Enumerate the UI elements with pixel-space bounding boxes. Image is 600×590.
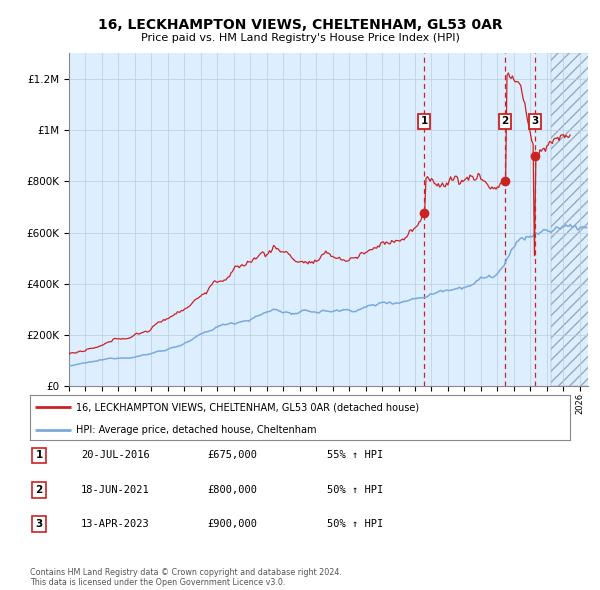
Text: 2: 2 bbox=[502, 116, 509, 126]
Text: 50% ↑ HPI: 50% ↑ HPI bbox=[327, 519, 383, 529]
Text: 16, LECKHAMPTON VIEWS, CHELTENHAM, GL53 0AR (detached house): 16, LECKHAMPTON VIEWS, CHELTENHAM, GL53 … bbox=[76, 402, 419, 412]
Text: 1: 1 bbox=[35, 451, 43, 460]
Text: 3: 3 bbox=[35, 519, 43, 529]
Text: 13-APR-2023: 13-APR-2023 bbox=[81, 519, 150, 529]
Bar bbox=[551, 53, 596, 386]
Text: 1: 1 bbox=[421, 116, 428, 126]
Text: 20-JUL-2016: 20-JUL-2016 bbox=[81, 451, 150, 460]
Text: 18-JUN-2021: 18-JUN-2021 bbox=[81, 485, 150, 494]
Text: 16, LECKHAMPTON VIEWS, CHELTENHAM, GL53 0AR: 16, LECKHAMPTON VIEWS, CHELTENHAM, GL53 … bbox=[98, 18, 502, 32]
Text: 50% ↑ HPI: 50% ↑ HPI bbox=[327, 485, 383, 494]
Text: 2: 2 bbox=[35, 485, 43, 494]
Text: £675,000: £675,000 bbox=[207, 451, 257, 460]
Text: £800,000: £800,000 bbox=[207, 485, 257, 494]
Text: HPI: Average price, detached house, Cheltenham: HPI: Average price, detached house, Chel… bbox=[76, 425, 316, 435]
Bar bbox=[551, 53, 596, 386]
Text: Contains HM Land Registry data © Crown copyright and database right 2024.
This d: Contains HM Land Registry data © Crown c… bbox=[30, 568, 342, 587]
Text: 3: 3 bbox=[532, 116, 539, 126]
Text: £900,000: £900,000 bbox=[207, 519, 257, 529]
Text: Price paid vs. HM Land Registry's House Price Index (HPI): Price paid vs. HM Land Registry's House … bbox=[140, 34, 460, 43]
Text: 55% ↑ HPI: 55% ↑ HPI bbox=[327, 451, 383, 460]
